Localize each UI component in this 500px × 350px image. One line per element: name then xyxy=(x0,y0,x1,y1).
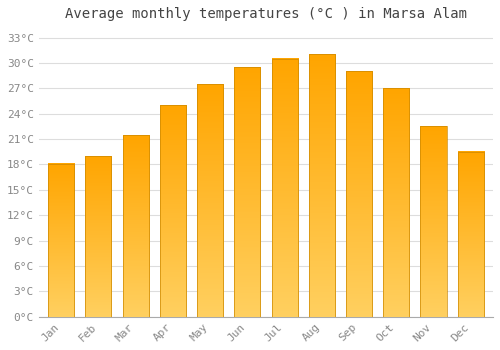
Bar xyxy=(458,152,483,317)
Bar xyxy=(420,126,446,317)
Bar xyxy=(346,71,372,317)
Bar xyxy=(86,156,112,317)
Title: Average monthly temperatures (°C ) in Marsa Alam: Average monthly temperatures (°C ) in Ma… xyxy=(65,7,467,21)
Bar xyxy=(122,135,148,317)
Bar xyxy=(48,163,74,317)
Bar xyxy=(160,105,186,317)
Bar xyxy=(197,84,223,317)
Bar xyxy=(234,67,260,317)
Bar xyxy=(308,55,335,317)
Bar xyxy=(272,59,297,317)
Bar xyxy=(383,88,409,317)
